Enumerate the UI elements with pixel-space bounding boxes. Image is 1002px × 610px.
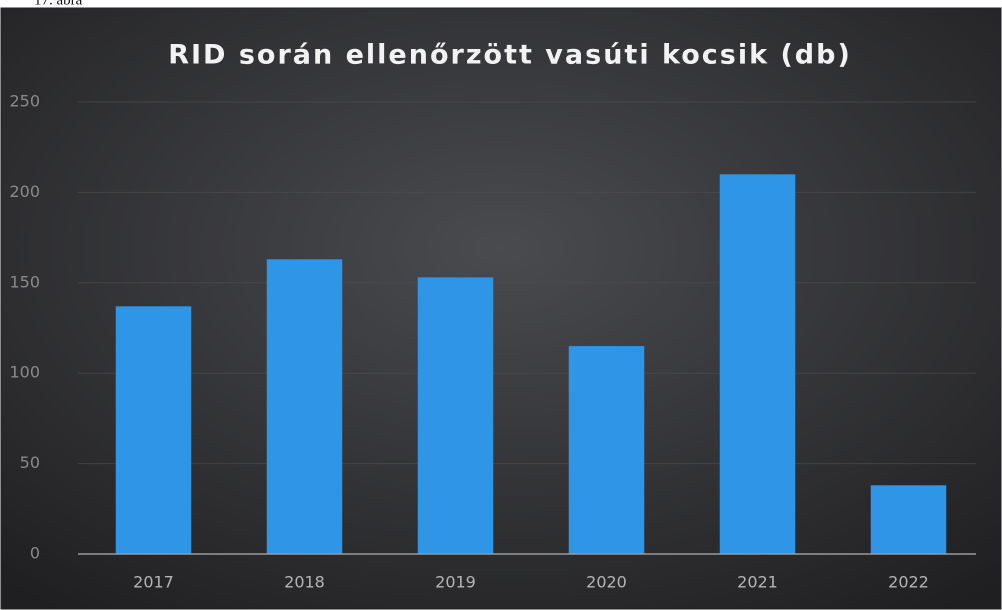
x-tick-label: 2018 xyxy=(284,573,325,592)
x-tick-label: 2020 xyxy=(586,573,627,592)
bar xyxy=(115,306,192,554)
bar xyxy=(417,277,494,554)
bar xyxy=(266,259,343,554)
x-tick-label: 2019 xyxy=(435,573,476,592)
x-tick-label: 2017 xyxy=(133,573,174,592)
bar xyxy=(568,346,645,554)
y-tick-label: 0 xyxy=(30,544,40,563)
y-tick-label: 200 xyxy=(9,182,40,201)
bar xyxy=(870,485,947,554)
x-tick-label: 2021 xyxy=(737,573,778,592)
caption: 17. ábra xyxy=(34,0,83,8)
y-tick-label: 100 xyxy=(9,363,40,382)
bar xyxy=(719,174,796,554)
y-tick-label: 250 xyxy=(9,92,40,111)
y-tick-label: 50 xyxy=(20,453,40,472)
y-tick-label: 150 xyxy=(9,272,40,291)
x-tick-label: 2022 xyxy=(888,573,929,592)
chart-title: RID során ellenőrzött vasúti kocsik (db) xyxy=(168,40,852,71)
